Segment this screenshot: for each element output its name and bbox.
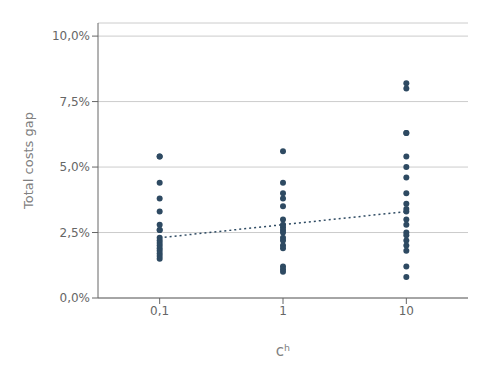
svg-text:cʰ: cʰ xyxy=(276,342,290,360)
svg-text:7,5%: 7,5% xyxy=(60,95,91,109)
svg-text:0,1: 0,1 xyxy=(150,304,169,318)
svg-text:5,0%: 5,0% xyxy=(60,160,91,174)
svg-text:1: 1 xyxy=(279,304,287,318)
svg-text:10: 10 xyxy=(399,304,414,318)
svg-text:Total costs gap: Total costs gap xyxy=(21,112,36,210)
svg-text:2,5%: 2,5% xyxy=(60,226,91,240)
svg-text:0,0%: 0,0% xyxy=(60,291,91,305)
svg-text:10,0%: 10,0% xyxy=(52,29,90,43)
